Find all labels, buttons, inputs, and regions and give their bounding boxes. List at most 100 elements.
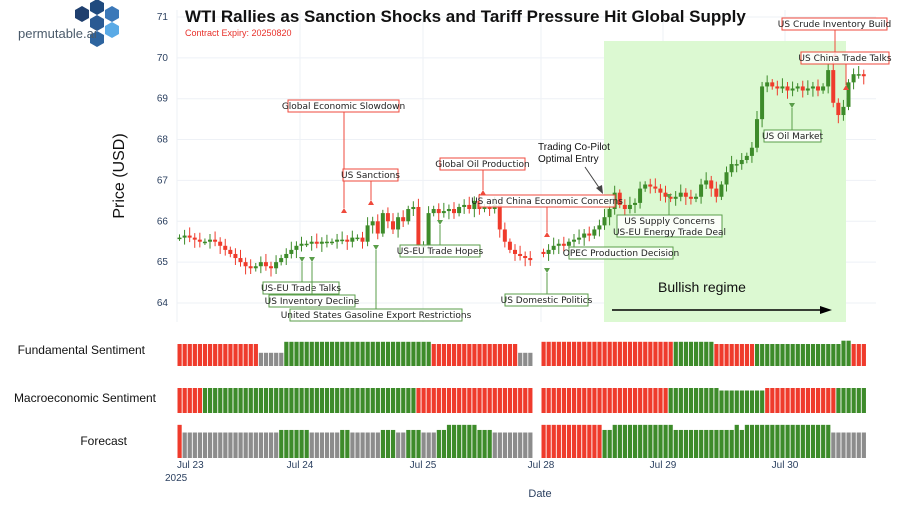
sentiment-bar-pos	[694, 429, 699, 458]
candle-up	[678, 192, 683, 197]
sentiment-bar-pos	[755, 344, 760, 366]
sentiment-bar-neg	[663, 341, 668, 366]
candle-down	[541, 251, 546, 254]
sentiment-bar-pos	[345, 388, 350, 413]
sentiment-bar-neg	[452, 388, 457, 413]
sentiment-bar-pos	[602, 429, 607, 458]
candle-up	[780, 86, 785, 89]
sentiment-bar-pos	[699, 388, 704, 413]
candle-up	[734, 164, 739, 166]
sentiment-bar-pos	[744, 424, 750, 458]
annotation-label: US-EU Trade Talks	[261, 284, 341, 294]
sentiment-bar-pos	[816, 424, 821, 458]
sentiment-bar-neg	[507, 344, 513, 366]
sentiment-bar-pos	[760, 424, 765, 458]
candle-up	[551, 245, 556, 250]
sentiment-bar-neu	[253, 432, 258, 458]
sentiment-bar-pos	[452, 424, 457, 458]
sentiment-bar-neu	[523, 352, 528, 366]
sentiment-bar-neu	[223, 432, 228, 458]
sentiment-bar-neu	[263, 352, 269, 366]
sentiment-bar-pos	[683, 341, 689, 366]
sentiment-bar-pos	[248, 388, 253, 413]
annotation-box	[781, 17, 888, 31]
sentiment-bar-pos	[729, 429, 734, 458]
sentiment-bar-pos	[324, 388, 330, 413]
sentiment-bar-neg	[566, 341, 572, 366]
candle-up	[380, 213, 385, 234]
sentiment-bar-neu	[258, 432, 264, 458]
sentiment-bar-neg	[765, 388, 770, 413]
candle-up	[592, 229, 597, 236]
candle-down	[487, 206, 492, 210]
sentiment-bar-pos	[385, 388, 391, 413]
annotation-label: US Oil Market	[762, 132, 824, 142]
candle-up	[851, 74, 856, 83]
candle-up	[253, 266, 258, 269]
sentiment-bar-pos	[709, 341, 714, 366]
sentiment-bar-pos	[406, 388, 411, 413]
candle-down	[785, 86, 790, 91]
sentiment-bar-pos	[821, 344, 826, 366]
sentiment-bar-neu	[355, 432, 360, 458]
candle-up	[694, 196, 698, 199]
sentiment-bar-pos	[694, 388, 699, 413]
y-tick-label: 71	[157, 12, 169, 23]
sentiment-bar-pos	[253, 388, 258, 413]
sentiment-bar-neg	[607, 341, 612, 366]
sentiment-bar-pos	[218, 388, 223, 413]
sentiment-bar-pos	[299, 429, 304, 458]
candle-down	[314, 241, 319, 244]
sentiment-bar-neu	[528, 352, 533, 366]
sentiment-bar-neg	[658, 341, 663, 366]
sentiment-bar-pos	[279, 429, 284, 458]
sentiment-bar-neg	[546, 388, 551, 413]
regime-label: Bullish regime	[658, 279, 746, 295]
y-tick-label: 66	[157, 216, 169, 227]
candle-up	[294, 245, 299, 250]
candle-down	[688, 196, 693, 199]
sentiment-bar-neu	[497, 432, 502, 458]
sentiment-bar-pos	[765, 344, 770, 366]
candle-down	[622, 204, 627, 210]
candle-up	[744, 155, 749, 160]
sentiment-bar-neg	[462, 344, 467, 366]
sentiment-bar-neg	[182, 344, 187, 366]
candle-up	[258, 262, 263, 267]
sentiment-bar-pos	[810, 344, 816, 366]
sentiment-bar-neg	[851, 344, 856, 366]
sentiment-bar-neg	[446, 388, 452, 413]
annotation-arrowhead-icon	[843, 85, 849, 90]
sentiment-bar-pos	[633, 424, 638, 458]
sentiment-bar-pos	[816, 344, 821, 366]
sentiment-bar-pos	[836, 388, 841, 413]
candle-up	[309, 241, 314, 244]
sentiment-bar-neg	[497, 344, 502, 366]
sentiment-bar-pos	[294, 341, 299, 366]
sentiment-bar-neg	[182, 388, 187, 413]
candle-up	[431, 209, 436, 214]
sentiment-bar-pos	[370, 388, 375, 413]
sentiment-bar-neg	[513, 388, 518, 413]
sentiment-bar-neg	[805, 388, 811, 413]
annotation-arrowhead-icon	[666, 194, 672, 199]
candle-down	[497, 204, 502, 230]
sentiment-bar-neg	[243, 344, 248, 366]
candle-down	[507, 241, 512, 250]
candle-down	[401, 217, 406, 222]
entry-note-line1: Trading Co-Pilot	[538, 142, 610, 153]
sentiment-bar-neu	[233, 432, 238, 458]
candle-up	[739, 159, 744, 165]
candle-up	[577, 237, 582, 240]
candle-up	[729, 164, 734, 173]
candle-up	[572, 239, 576, 242]
candle-up	[289, 249, 294, 254]
x-tick-year: 2025	[165, 473, 188, 484]
sentiment-bar-pos	[233, 388, 238, 413]
sentiment-bar-neg	[446, 344, 452, 366]
sentiment-bar-pos	[223, 388, 228, 413]
sentiment-bar-neg	[612, 341, 617, 366]
sentiment-bar-neg	[668, 341, 673, 366]
candle-down	[375, 221, 380, 234]
candle-down	[836, 102, 841, 116]
